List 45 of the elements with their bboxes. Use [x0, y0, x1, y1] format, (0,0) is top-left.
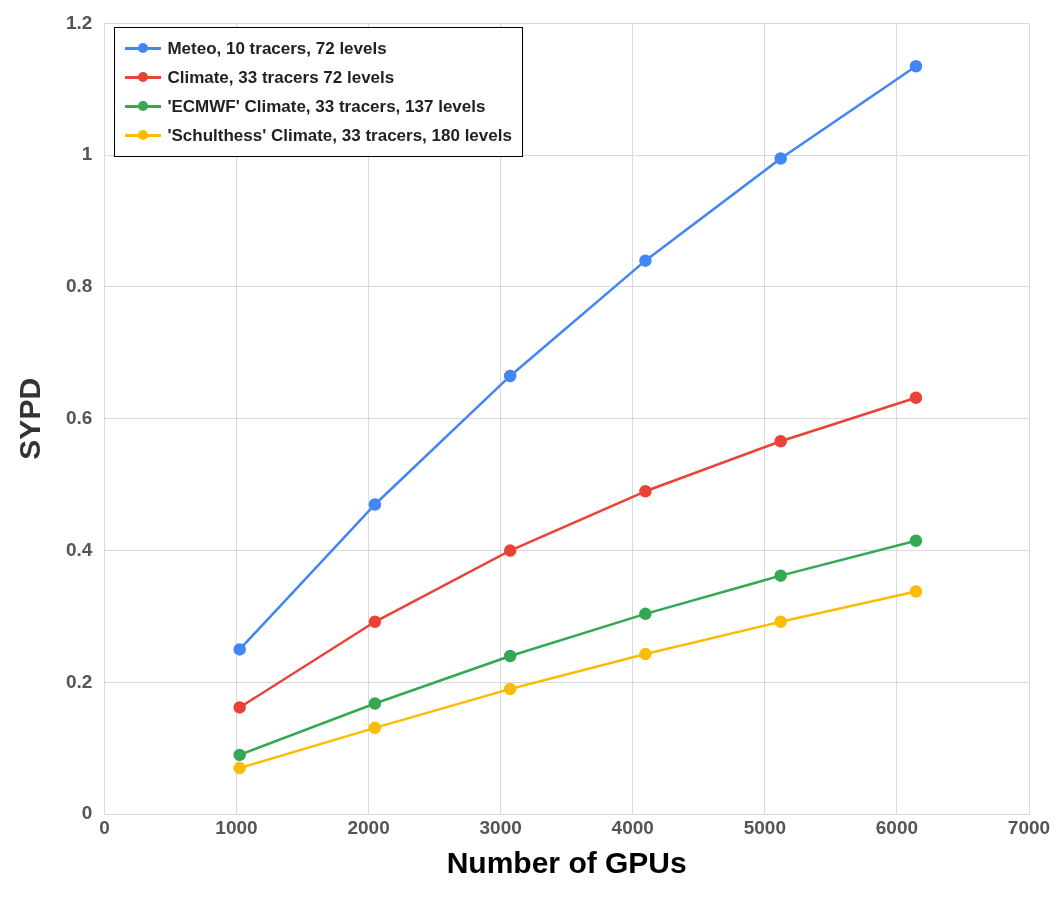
point	[909, 534, 923, 547]
point	[909, 391, 923, 404]
y-tick-label: 1.2	[65, 11, 93, 33]
point	[639, 607, 652, 621]
y-tick-label: 0.2	[65, 670, 93, 692]
point	[639, 485, 652, 498]
y-tick-label: 0.4	[65, 538, 93, 560]
x-axis-title: Number of GPUs	[446, 846, 687, 880]
point	[503, 682, 517, 696]
point	[368, 721, 382, 735]
point	[503, 544, 517, 557]
point	[503, 369, 517, 383]
point	[774, 152, 787, 165]
point	[368, 697, 382, 710]
y-tick-label: 0.8	[65, 275, 93, 297]
x-tick-label: 3000	[479, 816, 522, 838]
x-tick-label: 4000	[611, 816, 654, 838]
point	[233, 701, 246, 714]
x-tick-label: 1000	[215, 816, 258, 838]
legend-label: Climate, 33 tracers 72 levels	[167, 67, 395, 88]
point	[639, 254, 652, 267]
point	[909, 585, 923, 598]
point	[774, 434, 787, 448]
x-tick-label: 7000	[1007, 816, 1051, 838]
y-tick-label: 0.6	[65, 407, 93, 429]
x-tick-label: 5000	[743, 816, 786, 838]
y-axis-title: SYPD	[13, 377, 47, 460]
point	[233, 748, 246, 762]
legend-label: 'Schulthess' Climate, 33 tracers, 180 levels	[167, 125, 512, 146]
legend-label: 'ECMWF' Climate, 33 tracers, 137 levels	[167, 96, 486, 117]
point	[368, 498, 382, 511]
point	[503, 649, 517, 663]
point	[909, 59, 923, 73]
point	[233, 761, 246, 775]
x-tick-label: 6000	[875, 816, 919, 838]
x-tick-label: 2000	[347, 816, 390, 838]
point	[233, 643, 246, 656]
y-tick-label: 0	[81, 802, 93, 824]
point	[639, 647, 652, 661]
point	[774, 615, 787, 629]
x-tick-label: 0	[99, 816, 110, 838]
y-tick-label: 1	[81, 143, 93, 165]
point	[774, 569, 787, 582]
legend-label: Meteo, 10 tracers, 72 levels	[167, 38, 387, 59]
point	[368, 615, 382, 629]
